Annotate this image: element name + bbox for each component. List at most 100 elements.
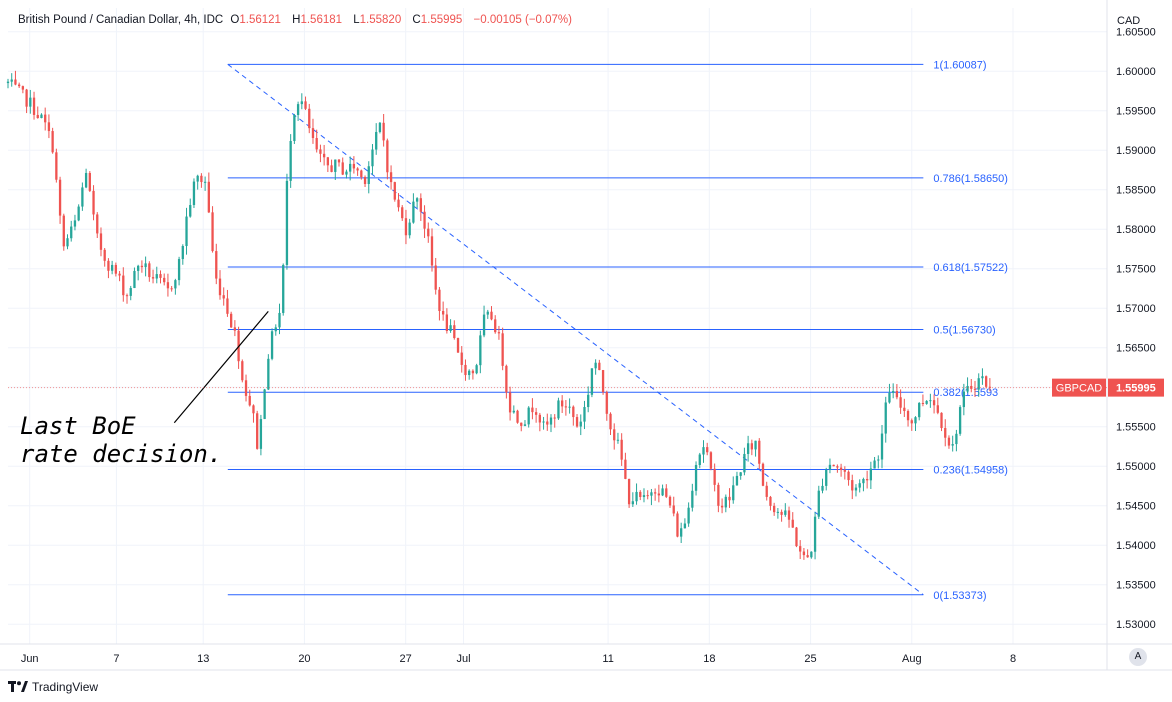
candle-body (25, 89, 28, 107)
candle-body (166, 282, 170, 289)
candle-body (349, 163, 352, 172)
fibonacci-retracement[interactable]: 1(1.60087) 0.786(1.58650) 0.618(1.57522) 0.… (227, 59, 1008, 602)
candle-body (787, 510, 791, 520)
candle-body (661, 488, 664, 496)
candle-body (345, 171, 348, 175)
candle-body (293, 114, 296, 141)
candle-body (337, 159, 341, 163)
annotation-line-2: rate decision. (20, 440, 223, 468)
candle-body (616, 439, 620, 441)
chart-header: British Pound / Canadian Dollar, 4h, IDC… (18, 14, 576, 26)
candle-body (951, 444, 954, 446)
x-tick-label: Jul (456, 653, 470, 665)
x-tick-label: 25 (804, 653, 816, 665)
candle-body (977, 378, 980, 390)
x-tick-label: 8 (1010, 653, 1016, 665)
candle-body (371, 149, 374, 167)
candle-body (620, 439, 623, 460)
candle-body (326, 157, 330, 166)
candle-body (973, 388, 977, 390)
candle-body (107, 260, 110, 271)
candle-body (464, 364, 467, 376)
fib-level-label: 0.382(1.5593 (933, 387, 998, 399)
candle-body (51, 131, 54, 153)
candle-body (531, 407, 534, 413)
dashed-trendline[interactable] (227, 63, 924, 596)
candle-body (877, 459, 880, 461)
candle-body (590, 368, 594, 395)
candle-body (706, 447, 709, 453)
candle-body (609, 413, 612, 430)
ohlc-open: O1.56121 (230, 14, 281, 26)
candle-body (802, 551, 806, 556)
candle-body (122, 275, 125, 296)
auto-scale-button[interactable]: A (1129, 648, 1147, 666)
candle-body (631, 501, 634, 505)
candle-body (650, 492, 653, 496)
candle-body (29, 97, 32, 107)
candle-body (921, 402, 925, 404)
candle-body (587, 394, 590, 408)
candle-body (594, 362, 597, 369)
candle-body (851, 480, 854, 491)
ohlc-close: C1.55995 (412, 14, 463, 26)
candle-body (211, 212, 214, 252)
candle-body (508, 392, 512, 413)
y-tick-label: 1.55500 (1116, 422, 1156, 434)
ohlc-change: −0.00105 (−0.07%) (473, 14, 572, 26)
candle-body (430, 236, 434, 266)
candle-body (583, 407, 586, 422)
candle-body (36, 114, 39, 119)
candle-body (77, 206, 80, 221)
candle-body (895, 391, 899, 398)
y-tick-label: 1.59000 (1116, 145, 1156, 157)
candle-body (758, 440, 761, 464)
candle-body (125, 295, 129, 297)
candle-body (159, 274, 162, 278)
candle-body (865, 479, 869, 481)
candle-body (828, 464, 832, 470)
candle-body (460, 352, 463, 365)
candle-body (270, 331, 274, 359)
candle-body (207, 181, 210, 213)
candle-body (497, 332, 501, 334)
y-tick-label: 1.54000 (1116, 540, 1156, 552)
candle-body (665, 488, 668, 497)
candle-body (832, 464, 835, 467)
y-tick-label: 1.53500 (1116, 580, 1156, 592)
candle-body (899, 397, 902, 408)
fib-level-label: 1(1.60087) (933, 59, 986, 71)
candle-body (218, 278, 222, 296)
candle-body (929, 400, 932, 402)
candle-body (110, 264, 114, 271)
candle-body (441, 311, 445, 315)
y-tick-label: 1.54500 (1116, 501, 1156, 513)
candle-body (538, 414, 541, 423)
fib-level-label: 0.5(1.56730) (933, 325, 995, 337)
candle-body (18, 84, 21, 87)
candle-body (471, 370, 475, 374)
candle-body (92, 190, 95, 215)
symbol-tag-label: GBPCAD (1056, 383, 1103, 395)
candle-body (386, 140, 389, 173)
candle-body (773, 505, 776, 513)
candle-body (44, 114, 47, 123)
candle-body (434, 265, 437, 290)
candle-body (646, 495, 649, 497)
tradingview-brand: TradingView (32, 680, 99, 694)
candle-body (70, 226, 73, 239)
candle-body (702, 447, 705, 455)
candle-body (553, 417, 556, 419)
candle-body (505, 365, 508, 393)
candle-body (32, 97, 36, 115)
candle-body (62, 215, 65, 247)
candle-body (40, 114, 43, 119)
candle-body (96, 214, 99, 234)
candle-body (728, 496, 731, 501)
candle-body (412, 201, 415, 223)
candle-body (356, 168, 359, 171)
candle-body (192, 181, 196, 206)
candle-body (367, 166, 370, 184)
y-tick-label: 1.60500 (1116, 27, 1156, 39)
